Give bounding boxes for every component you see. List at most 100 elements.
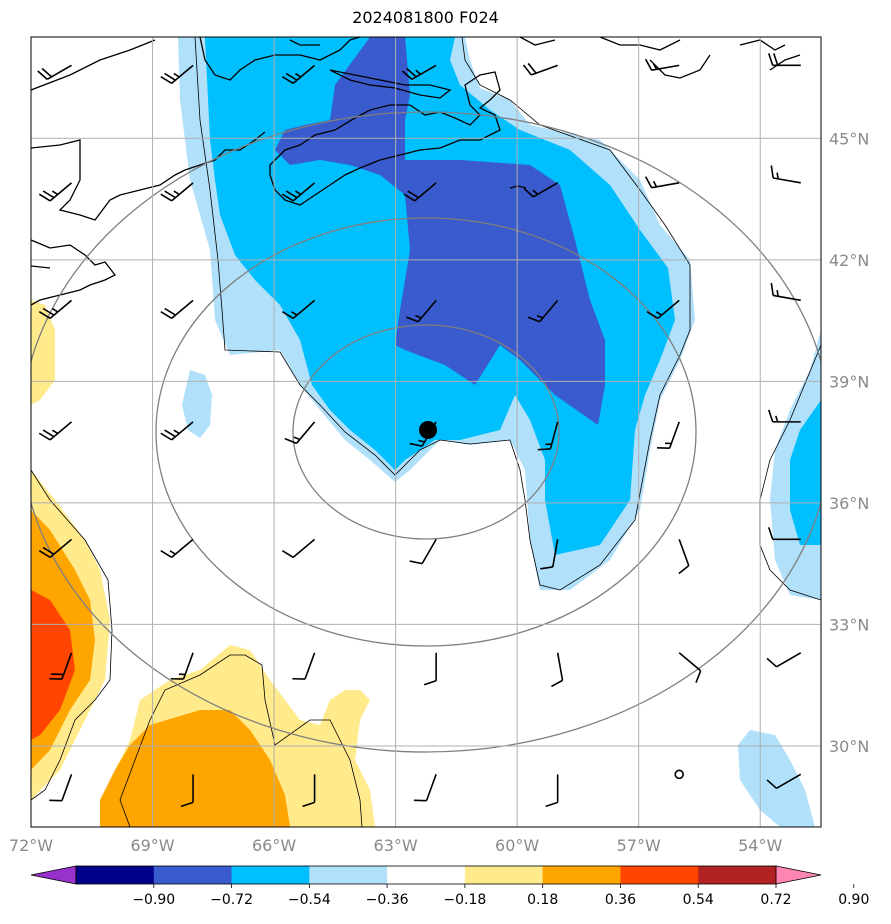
wind-barb [160,64,194,85]
wind-barb [644,176,680,189]
x-tick-label: 60°W [495,836,539,855]
colorbar-segment [387,866,466,884]
colorbar-label: −0.18 [443,892,486,908]
wind-barb [409,538,437,565]
y-tick-label: 33°N [829,615,869,634]
colorbar-label: −0.36 [366,892,409,908]
wind-barb [674,769,685,780]
x-tick-label: 54°W [738,836,782,855]
wind-barb [180,774,194,808]
wind-barb [423,652,437,686]
field-light-blue-southeast [738,730,815,827]
field-red-orange-west [31,590,75,740]
storm-center-marker [419,420,438,439]
range-ring-inner [292,324,560,540]
colorbar-frame [75,865,777,885]
colorbar-extend-high [775,865,822,885]
wind-barb [401,64,437,81]
wind-barb [281,182,316,202]
wind-barb [766,773,802,790]
range-ring-middle [155,217,697,647]
wind-barb [38,421,73,441]
wind-barb [160,421,194,441]
map-plot-area [31,37,821,827]
field-dark-blue [275,37,605,425]
y-tick-label: 45°N [829,129,869,148]
wind-barb [522,62,558,76]
colorbar-segment [231,866,310,884]
wind-barb [49,652,73,680]
colorbar-segment [464,866,544,884]
x-tick-label: 69°W [130,836,174,855]
y-tick-labels: 30°N 33°N 36°N 39°N 42°N 45°N [829,129,869,756]
y-tick-label: 30°N [829,737,869,756]
wind-barb [770,282,801,302]
colorbar-label: −0.72 [210,892,253,908]
colorbar-extend-low [30,865,77,885]
wind-barb [284,421,316,445]
wind-barb [545,774,559,808]
colorbar-label: −0.54 [288,892,331,908]
wind-barb [678,652,702,683]
wind-barb [281,299,316,320]
chart-title: 2024081800 F024 [352,8,499,27]
range-rings [31,111,821,753]
colorbar-segment [153,866,233,884]
coastline-new-england [31,39,266,306]
y-tick-label: 42°N [829,251,869,270]
colorbar-label: 0.36 [605,892,636,908]
wind-barb [281,538,316,559]
colorbar-label: 0.18 [527,892,558,908]
wind-barb [38,538,73,559]
wind-barb [767,409,801,423]
gridlines [31,37,821,827]
wind-barb [49,774,73,802]
colorbar-label: 0.72 [760,892,791,908]
colorbar-segment [542,866,621,884]
wind-barb [646,299,680,320]
wind-barb [551,652,564,688]
x-tick-label: 57°W [617,836,661,855]
colorbar-segment [698,866,777,884]
wind-barb [292,652,316,680]
x-tick-label: 63°W [374,836,418,855]
wind-barb [644,58,680,72]
wind-barb [403,182,437,202]
y-tick-label: 39°N [829,372,869,391]
wind-barb [527,299,559,323]
colorbar-label: −0.90 [132,892,175,908]
wind-barbs [37,53,802,808]
wind-barb [767,53,801,67]
field-yellow-west-upper [31,300,55,405]
field-light-blue-islet [182,370,212,438]
wind-barb [770,165,801,184]
coastline-sable-island [509,185,527,189]
colorbar-segment [309,866,388,884]
wind-barb [38,299,73,320]
colorbar: −0.90 −0.72 −0.54 −0.36 −0.18 0.18 0.36 0.54 0.7… [30,865,869,908]
wind-barb [38,182,73,202]
field-medium-blue-east [790,400,821,545]
colorbar-segment [620,866,699,884]
field-orange-south [100,710,290,827]
y-tick-label: 36°N [829,494,869,513]
wind-barb [523,182,559,198]
wind-barb [160,299,194,320]
wind-barb [537,421,559,451]
wind-barb [406,299,437,323]
range-ring-outer [31,111,821,753]
coastline-nova-scotia [269,71,501,206]
colorbar-label: 0.90 [838,892,869,908]
x-tick-label: 72°W [9,836,53,855]
x-tick-label: 66°W [252,836,296,855]
wind-barb [540,539,559,570]
wind-barb [281,64,316,85]
wind-barb [170,652,194,680]
wind-barb [413,774,437,802]
coastlines [31,37,801,306]
wind-barb [160,538,194,559]
wind-barb [678,539,690,575]
wind-barb [767,527,801,541]
x-tick-labels: 72°W 69°W 66°W 63°W 60°W 57°W 54°W [9,836,783,855]
